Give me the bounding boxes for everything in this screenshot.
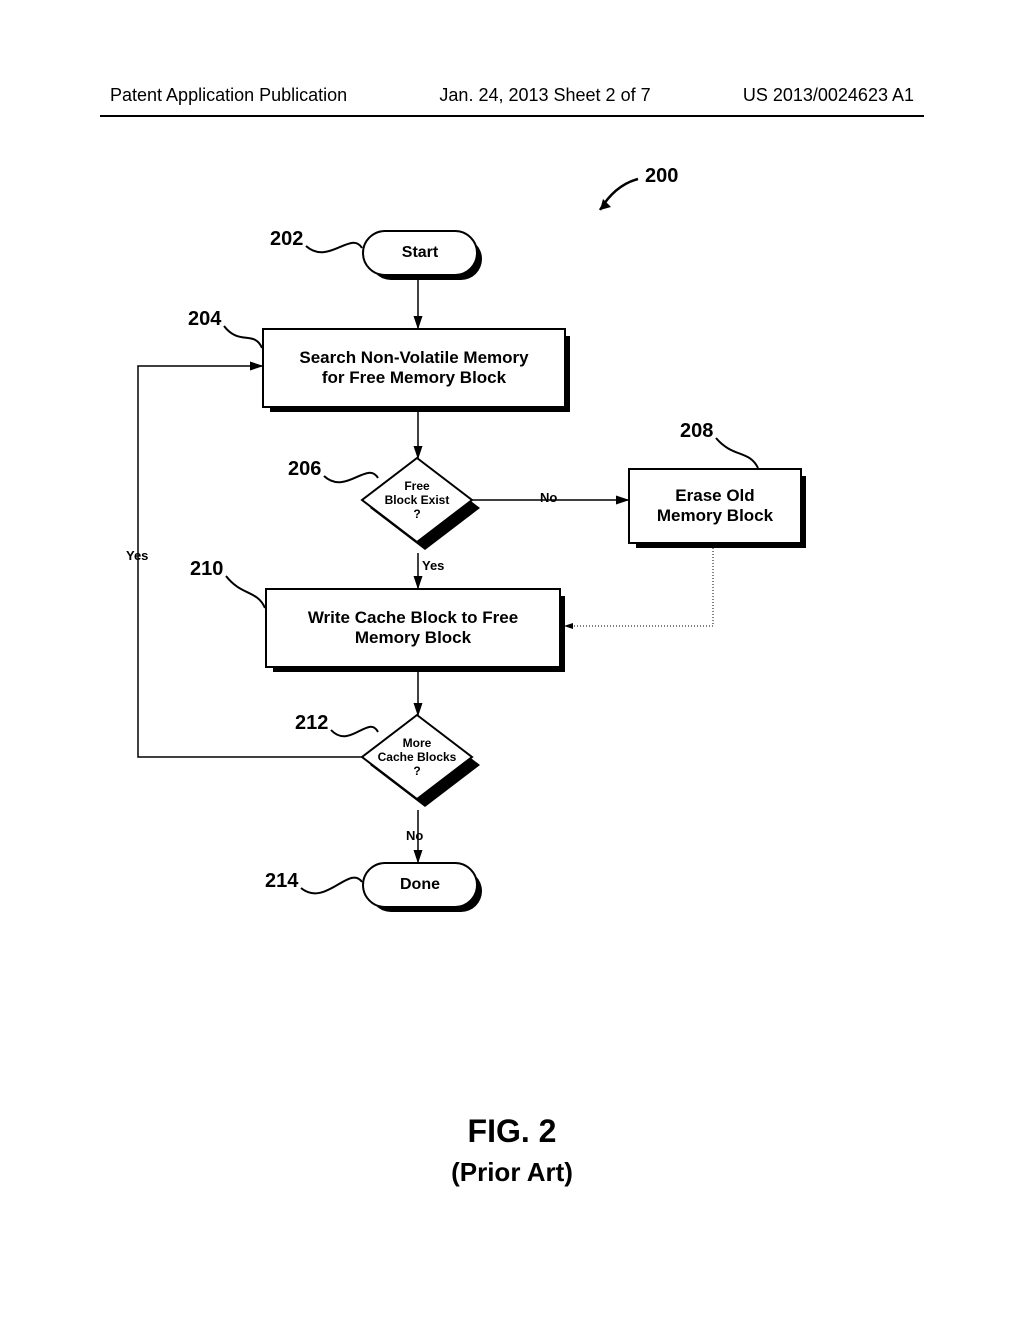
svg-text:Free: Free [404, 479, 430, 493]
ref-label-200: 200 [645, 165, 678, 188]
ref-label-210: 210 [190, 558, 223, 581]
header-right: US 2013/0024623 A1 [743, 85, 914, 106]
ref-label-202: 202 [270, 228, 303, 251]
figure-subtitle: (Prior Art) [0, 1157, 1024, 1188]
svg-text:Block Exist: Block Exist [385, 493, 450, 507]
flowchart-node-write: Write Cache Block to Free Memory Block [265, 588, 561, 668]
edge-label: No [540, 490, 557, 505]
svg-text:?: ? [413, 764, 420, 778]
svg-text:?: ? [413, 507, 420, 521]
header-center: Jan. 24, 2013 Sheet 2 of 7 [439, 85, 650, 106]
edge-label: No [406, 828, 423, 843]
edge-label: Yes [126, 548, 148, 563]
svg-text:Cache Blocks: Cache Blocks [378, 750, 457, 764]
header-divider [100, 115, 924, 117]
ref-label-206: 206 [288, 458, 321, 481]
flowchart-node-start: Start [362, 230, 478, 276]
edge-label: Yes [422, 558, 444, 573]
svg-text:More: More [403, 736, 432, 750]
figure-title: FIG. 2 [0, 1113, 1024, 1150]
flowchart-node-done: Done [362, 862, 478, 908]
ref-label-204: 204 [188, 308, 221, 331]
header-left: Patent Application Publication [110, 85, 347, 106]
flowchart-node-search: Search Non-Volatile Memory for Free Memo… [262, 328, 566, 408]
ref-label-212: 212 [295, 712, 328, 735]
ref-label-208: 208 [680, 420, 713, 443]
flowchart-node-erase: Erase Old Memory Block [628, 468, 802, 544]
flowchart-diagram: FreeBlock Exist? MoreCache Blocks? Start Se… [0, 140, 1024, 1140]
ref-label-214: 214 [265, 870, 298, 893]
